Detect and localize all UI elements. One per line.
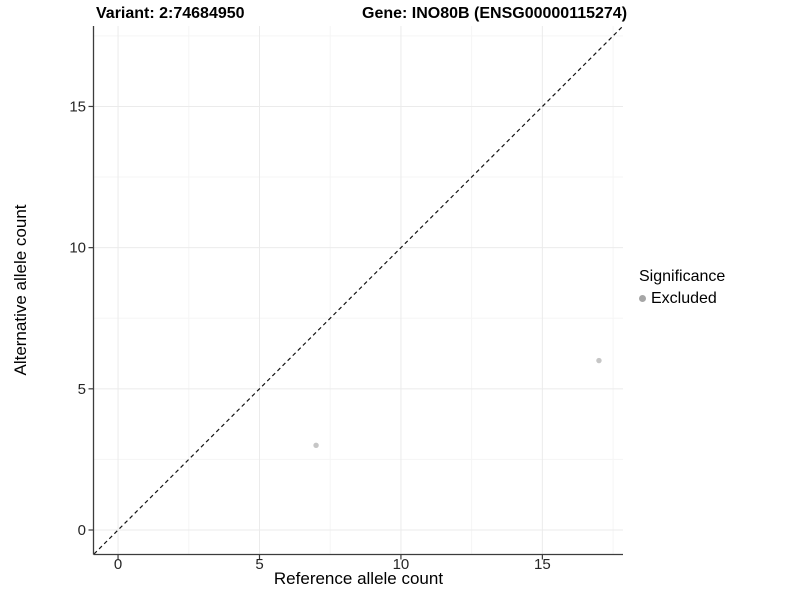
x-axis-title: Reference allele count	[273, 569, 444, 588]
y-tick-label: 10	[69, 240, 86, 257]
legend-title: Significance	[639, 268, 726, 285]
x-tick-label: 15	[534, 556, 551, 573]
legend-entry-label: Excluded	[651, 289, 717, 307]
plot-title-gene: Gene: INO80B (ENSG00000115274)	[362, 5, 628, 22]
data-point	[596, 357, 602, 364]
y-tick-label: 15	[69, 98, 86, 115]
data-point	[313, 442, 319, 448]
x-tick-label: 10	[393, 556, 410, 573]
x-tick-label: 0	[114, 556, 122, 573]
plot-title-variant: Variant: 2:74684950	[96, 5, 245, 22]
y-tick-label: 0	[78, 522, 86, 539]
legend: Significance Excluded	[639, 268, 725, 308]
legend-point-icon	[639, 295, 646, 302]
y-tick-label: 5	[78, 381, 86, 398]
x-tick-label: 5	[255, 556, 263, 573]
y-axis-title: Alternative allele count	[11, 204, 30, 376]
identity-dashed-line	[93, 25, 624, 555]
legend-entry-excluded: Excluded	[639, 289, 725, 308]
